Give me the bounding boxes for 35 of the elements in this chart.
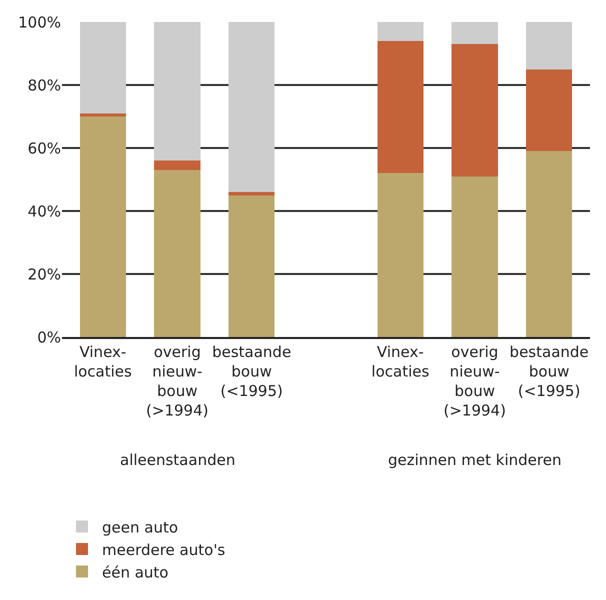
- bar: [228, 195, 275, 337]
- bar: [80, 113, 126, 116]
- x-tick-label: Vinex- locaties: [74, 343, 132, 380]
- bar: [377, 40, 424, 174]
- bar: [377, 22, 424, 41]
- bar: [154, 170, 200, 337]
- bar: [154, 160, 200, 170]
- x-tick-label: overig nieuw- bouw (>1994): [146, 343, 208, 420]
- bar: [80, 116, 126, 337]
- bar: [228, 22, 275, 192]
- legend-label: meerdere auto's: [102, 540, 226, 559]
- x-tick-label: Vinex- locaties: [371, 343, 430, 380]
- y-tick-label: 100%: [18, 13, 61, 32]
- legend-label: geen auto: [102, 518, 178, 536]
- text: alleenstaanden: [120, 451, 236, 469]
- bar: [452, 44, 498, 176]
- y-tick-label: 20%: [28, 265, 61, 284]
- x-tick-label: bestaande bouw (<1995): [510, 343, 589, 400]
- y-tick-label: 80%: [28, 76, 61, 94]
- bar: [154, 22, 200, 161]
- bar: [526, 69, 572, 152]
- y-tick-label: 0%: [37, 328, 61, 346]
- y-tick-label: 60%: [28, 139, 61, 158]
- y-tick-label: 40%: [28, 202, 61, 220]
- legend-label: één auto: [102, 563, 168, 582]
- bar: [80, 22, 126, 114]
- x-tick-label: bestaande bouw (<1995): [212, 343, 292, 400]
- bar: [452, 176, 498, 337]
- x-tick-label: overig nieuw- bouw (>1994): [444, 343, 506, 420]
- bar: [452, 22, 498, 44]
- bar: [228, 192, 275, 196]
- bar: [377, 173, 424, 337]
- text: gezinnen met kinderen: [388, 451, 562, 469]
- bar: [526, 22, 572, 70]
- bar: [526, 151, 572, 337]
